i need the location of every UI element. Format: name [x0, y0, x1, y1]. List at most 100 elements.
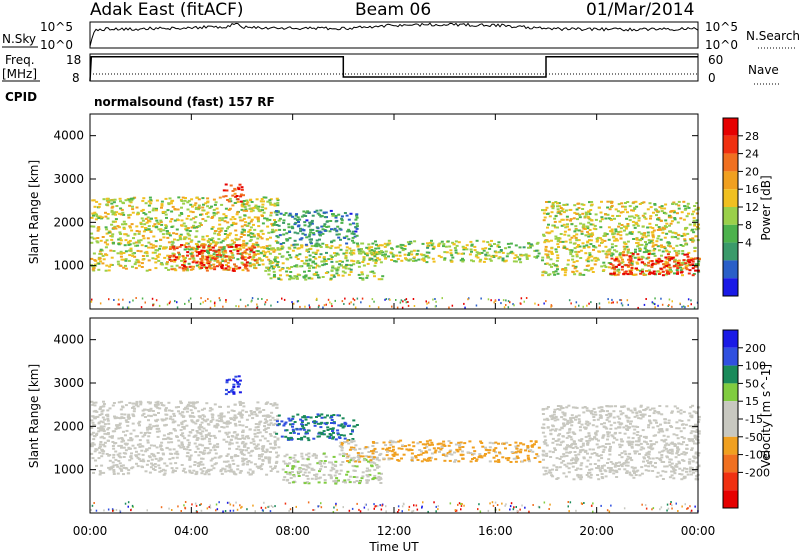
- scatter-cell: [149, 444, 153, 447]
- scatter-cell: [190, 226, 194, 229]
- scatter-cell: [596, 239, 600, 242]
- scatter-cell: [277, 423, 281, 426]
- scatter-cell: [531, 450, 535, 453]
- scatter-cell: [617, 264, 621, 266]
- scatter-cell: [213, 302, 216, 305]
- scatter-cell: [253, 246, 257, 249]
- scatter-cell: [348, 230, 351, 233]
- scatter-cell: [266, 423, 270, 426]
- scatter-cell: [590, 201, 594, 203]
- scatter-cell: [372, 449, 375, 452]
- scatter-cell: [243, 224, 247, 227]
- scatter-cell: [691, 260, 695, 263]
- scatter-cell: [312, 256, 316, 258]
- scatter-cell: [577, 250, 581, 253]
- scatter-cell: [236, 468, 240, 471]
- scatter-cell: [237, 445, 241, 448]
- scatter-cell: [612, 272, 616, 275]
- scatter-cell: [111, 461, 115, 464]
- scatter-cell: [426, 459, 429, 462]
- scatter-cell: [182, 256, 186, 259]
- scatter-cell: [90, 419, 94, 422]
- scatter-cell: [144, 245, 148, 248]
- scatter-cell: [205, 266, 209, 269]
- scatter-cell: [171, 252, 175, 255]
- scatter-cell: [148, 471, 152, 474]
- scatter-cell: [184, 406, 188, 409]
- scatter-cell: [683, 205, 687, 208]
- scatter-cell: [504, 447, 507, 450]
- scatter-cell: [616, 269, 620, 272]
- scatter-cell: [153, 251, 157, 254]
- scatter-cell: [692, 216, 696, 219]
- scatter-cell: [450, 254, 454, 257]
- scatter-cell: [213, 449, 217, 451]
- scatter-cell: [276, 415, 280, 417]
- scatter-cell: [431, 247, 435, 250]
- scatter-cell: [643, 264, 647, 267]
- scatter-cell: [385, 454, 389, 457]
- scatter-cell: [112, 227, 116, 229]
- scatter-cell: [340, 221, 344, 224]
- scatter-cell: [177, 439, 181, 442]
- scatter-cell: [209, 300, 212, 303]
- scatter-cell: [598, 306, 601, 309]
- scatter-cell: [292, 456, 296, 459]
- station-title: Adak East (fitACF): [90, 0, 244, 20]
- scatter-cell: [97, 217, 101, 219]
- scatter-cell: [304, 423, 308, 426]
- scatter-cell: [642, 272, 646, 275]
- scatter-cell: [655, 210, 659, 213]
- scatter-cell: [119, 250, 123, 253]
- scatter-cell: [618, 431, 622, 434]
- scatter-cell: [117, 424, 121, 427]
- scatter-cell: [606, 200, 610, 203]
- scatter-cell: [278, 269, 282, 272]
- scatter-cell: [158, 407, 162, 410]
- scatter-cell: [108, 454, 112, 456]
- scatter-cell: [296, 258, 300, 260]
- scatter-cell: [594, 246, 598, 249]
- scatter-cell: [682, 410, 686, 413]
- scatter-cell: [419, 450, 423, 453]
- scatter-cell: [119, 444, 123, 447]
- scatter-cell: [564, 226, 568, 229]
- scatter-cell: [182, 427, 186, 430]
- scatter-cell: [268, 218, 272, 221]
- scatter-cell: [124, 419, 128, 422]
- scatter-cell: [330, 269, 334, 272]
- scatter-cell: [245, 248, 249, 251]
- scatter-cell: [278, 217, 282, 220]
- scatter-cell: [417, 454, 421, 457]
- scatter-cell: [693, 222, 697, 225]
- scatter-cell: [121, 223, 124, 226]
- scatter-cell: [609, 263, 613, 265]
- scatter-cell: [485, 251, 489, 254]
- scatter-cell: [657, 217, 661, 219]
- scatter-cell: [484, 253, 488, 256]
- scatter-cell: [455, 448, 459, 451]
- scatter-cell: [688, 223, 692, 226]
- scatter-cell: [537, 303, 540, 306]
- scatter-cell: [579, 249, 583, 252]
- scatter-cell: [622, 272, 626, 275]
- scatter-cell: [505, 457, 508, 460]
- scatter-cell: [535, 256, 539, 259]
- scatter-cell: [124, 259, 128, 262]
- scatter-cell: [660, 244, 663, 247]
- scatter-cell: [300, 452, 304, 455]
- scatter-cell: [467, 298, 469, 301]
- scatter-cell: [95, 200, 99, 203]
- scatter-cell: [348, 475, 352, 478]
- scatter-cell: [296, 438, 300, 440]
- scatter-cell: [663, 247, 667, 250]
- scatter-cell: [608, 301, 610, 304]
- scatter-cell: [685, 215, 689, 218]
- scatter-cell: [690, 257, 694, 260]
- scatter-cell: [302, 210, 306, 213]
- scatter-cell: [630, 267, 634, 270]
- scatter-cell: [159, 401, 163, 404]
- scatter-cell: [163, 469, 167, 472]
- scatter-cell: [100, 410, 104, 413]
- scatter-cell: [228, 447, 231, 450]
